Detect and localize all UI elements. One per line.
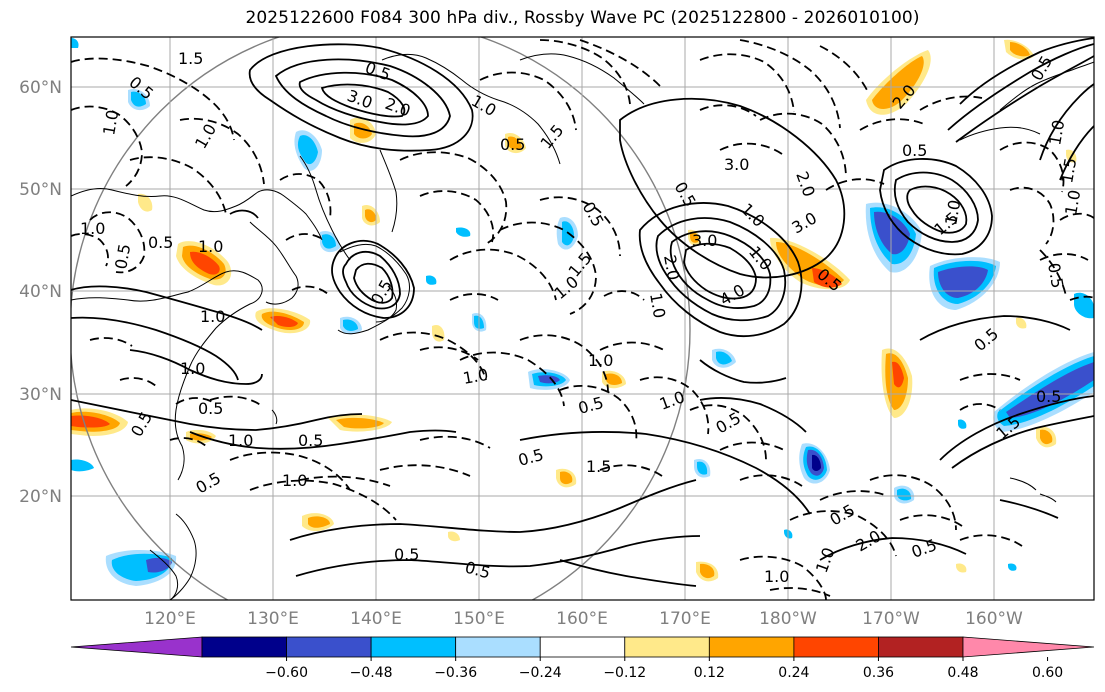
- colorbar-cell: [624, 636, 710, 658]
- colorbar-tick-label: −0.36: [434, 665, 477, 681]
- colorbar-cell: [370, 636, 457, 658]
- great-circle-arc: [71, 37, 691, 600]
- contour-label: 1.0: [99, 108, 122, 136]
- contour-label: 1.5: [586, 457, 611, 476]
- contour-label: 1.0: [1061, 188, 1084, 216]
- colorbar-tick-label: 0.24: [778, 665, 809, 681]
- contour-label: 1.0: [228, 431, 253, 450]
- contour-label: 2.0: [660, 253, 683, 281]
- colorbar-tick-label: −0.24: [519, 665, 562, 681]
- negative-contours: [71, 39, 1094, 600]
- coastlines: [71, 53, 1094, 600]
- contour-label: 0.5: [394, 545, 419, 564]
- colorbar-tick-label: −0.12: [603, 665, 646, 681]
- colorbar-cell: [793, 636, 879, 658]
- latitude-label: 60°N: [19, 78, 62, 98]
- contour-label: 1.0: [941, 198, 964, 226]
- contour-label: 3.0: [724, 155, 749, 174]
- latitude-label: 50°N: [19, 180, 62, 200]
- positive-contours: [71, 37, 1094, 587]
- longitude-label: 130°E: [247, 609, 299, 629]
- longitude-label: 180°W: [759, 609, 817, 629]
- longitude-label: 150°E: [453, 609, 505, 629]
- contour-label: 1.5: [178, 49, 203, 68]
- colorbar-extension-low: [70, 636, 203, 658]
- contour-label: 1.0: [764, 567, 789, 586]
- longitude-label: 160°E: [556, 609, 608, 629]
- contour-label: 1.0: [646, 291, 669, 319]
- contour-label: 1.5: [1057, 156, 1080, 184]
- contour-label: 1.0: [80, 219, 105, 238]
- contour-lines: [71, 37, 1094, 600]
- longitude-label: 170°W: [862, 609, 920, 629]
- latitude-label: 40°N: [19, 282, 62, 302]
- contour-label: 1.0: [200, 307, 225, 326]
- colorbar-cell: [878, 636, 964, 658]
- map-frame: [70, 36, 1095, 601]
- colorbar: −0.60 −0.48 −0.36 −0.24 −0.12 0.12 0.24 0.36 0.4…: [70, 636, 1095, 681]
- latitude-label: 30°N: [19, 385, 62, 405]
- contour-label: 1.0: [1045, 118, 1068, 146]
- graticule: [71, 37, 1094, 600]
- longitude-label: 170°E: [659, 609, 711, 629]
- longitude-label: 160°W: [965, 609, 1023, 629]
- colorbar-extension-high: [962, 636, 1095, 658]
- colorbar-tick-label: 0.12: [694, 665, 725, 681]
- divergence-shading: [71, 38, 1094, 586]
- colorbar-tick-label: −0.48: [350, 665, 393, 681]
- contour-label: 0.5: [1036, 387, 1061, 406]
- contour-label: 1.0: [198, 237, 223, 256]
- colorbar-tick-label: −0.60: [265, 665, 308, 681]
- positive-divergence-patches: [71, 39, 1077, 582]
- colorbar-cell: [539, 636, 626, 658]
- contour-label: 1.0: [588, 351, 613, 370]
- contour-label: 0.5: [198, 399, 223, 418]
- longitude-label: 140°E: [350, 609, 402, 629]
- longitude-label: 120°E: [144, 609, 196, 629]
- colorbar-cell: [708, 636, 795, 658]
- latitude-label: 20°N: [19, 487, 62, 507]
- colorbar-tick-label: 0.48: [947, 665, 978, 681]
- contour-label: 0.5: [298, 431, 323, 450]
- longitude-axis: 120°E 130°E 140°E 150°E 160°E 170°E 180°…: [144, 609, 1023, 629]
- contour-label: 0.5: [148, 233, 173, 252]
- contour-label: 0.5: [902, 141, 927, 160]
- latitude-axis: 60°N 50°N 40°N 30°N 20°N: [19, 78, 62, 507]
- colorbar-cells: [70, 636, 1095, 658]
- map-title: 2025122600 F084 300 hPa div., Rossby Wav…: [245, 8, 920, 28]
- colorbar-cell: [286, 636, 372, 658]
- colorbar-tick-label: 0.36: [863, 665, 894, 681]
- colorbar-tick-label: 0.60: [1032, 665, 1063, 681]
- contour-label: 0.5: [500, 135, 525, 154]
- contour-label: 0.5: [111, 242, 134, 270]
- contour-label: 0.5: [1044, 261, 1067, 289]
- contour-label: 1.0: [282, 471, 307, 490]
- colorbar-ticks: −0.60 −0.48 −0.36 −0.24 −0.12 0.12 0.24 0.36 0.4…: [265, 657, 1063, 681]
- colorbar-cell: [201, 636, 287, 658]
- contour-label: 3.0: [692, 231, 717, 250]
- colorbar-cell: [455, 636, 541, 658]
- negative-divergence-patches: [71, 38, 1094, 586]
- contour-label: 1.0: [461, 365, 489, 388]
- contour-label: 1.0: [180, 359, 205, 378]
